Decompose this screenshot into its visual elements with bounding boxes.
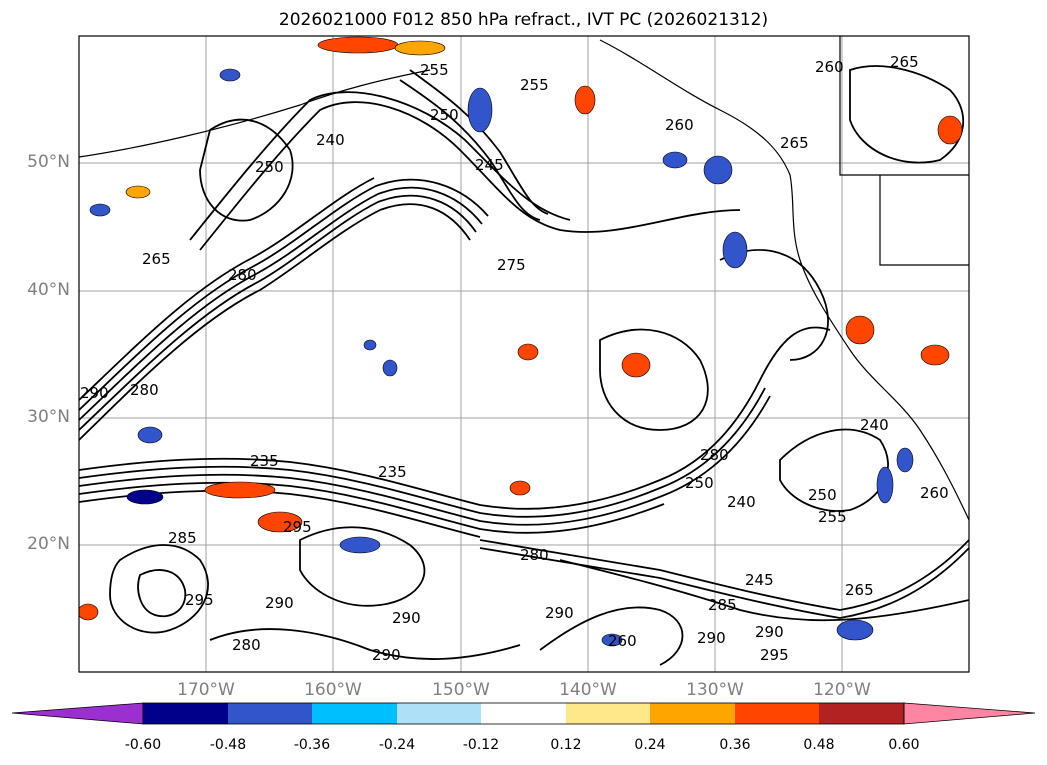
- contour-label: 250: [255, 158, 284, 176]
- contour-label: 255: [818, 508, 847, 526]
- lat-label: 20°N: [27, 534, 70, 554]
- contour-label: 245: [745, 571, 774, 589]
- contour-label: 240: [316, 131, 345, 149]
- colorbar-left-arrow: [11, 702, 144, 725]
- contour-label: 290: [265, 594, 294, 612]
- colorbar: [11, 702, 1036, 725]
- contour-label: 290: [545, 604, 574, 622]
- contour-label: 240: [860, 416, 889, 434]
- colorbar-tick-label: -0.60: [124, 737, 162, 753]
- contour-label: 295: [283, 518, 312, 536]
- colorbar-segment: [735, 703, 819, 724]
- colorbar-tick-label: 0.60: [888, 737, 920, 753]
- colorbar-segment: [143, 703, 228, 724]
- contour-label: 250: [430, 106, 459, 124]
- contour-label: 280: [228, 266, 257, 284]
- contour-label: 260: [815, 58, 844, 76]
- contour-label: 255: [420, 61, 449, 79]
- refractivity-contours: [79, 65, 969, 666]
- colorbar-tick-label: 0.48: [803, 737, 835, 753]
- contour-label: 265: [142, 250, 171, 268]
- map-title: 2026021000 F012 850 hPa refract., IVT PC…: [278, 10, 769, 30]
- colorbar-tick-label: 0.36: [719, 737, 751, 753]
- colorbar-segment: [481, 703, 566, 724]
- graticule: [79, 36, 969, 672]
- map-plot-area: 255 265 260 250 240 255 260 250 245 275 …: [79, 36, 969, 672]
- lon-label: 120°W: [813, 680, 871, 700]
- colorbar-tick-label: 0.24: [634, 737, 666, 753]
- contour-label: 275: [497, 256, 526, 274]
- colorbar-segment: [312, 703, 397, 724]
- contour-label: 235: [250, 452, 279, 470]
- contour-label: 265: [845, 581, 874, 599]
- contour-label: 250: [685, 474, 714, 492]
- contour-label: 250: [808, 486, 837, 504]
- colorbar-segment: [819, 703, 904, 724]
- colorbar-segment: [650, 703, 735, 724]
- ivt-pc-shading: [79, 36, 963, 647]
- contour-label: 260: [920, 484, 949, 502]
- contour-label: 260: [665, 116, 694, 134]
- colorbar-tick-label: -0.12: [462, 737, 500, 753]
- contour-label: 290: [80, 384, 109, 402]
- contour-label: 290: [372, 646, 401, 664]
- lon-label: 150°W: [432, 680, 490, 700]
- colorbar-segment: [397, 703, 481, 724]
- lat-label: 40°N: [27, 280, 70, 300]
- contour-label: 265: [780, 134, 809, 152]
- plot-frame: [78, 35, 970, 673]
- lat-label: 50°N: [27, 152, 70, 172]
- colorbar-right-arrow: [903, 702, 1036, 725]
- contour-label: 285: [708, 596, 737, 614]
- lon-label: 130°W: [686, 680, 744, 700]
- contour-label: 245: [475, 156, 504, 174]
- contour-label: 280: [520, 546, 549, 564]
- contour-label: 285: [168, 529, 197, 547]
- contour-label: 280: [130, 381, 159, 399]
- contour-label: 290: [755, 623, 784, 641]
- lon-label: 170°W: [177, 680, 235, 700]
- lon-label: 140°W: [559, 680, 617, 700]
- contour-label: 295: [760, 646, 789, 664]
- contour-label: 295: [185, 591, 214, 609]
- coastlines: [79, 36, 969, 521]
- colorbar-tick-label: 0.12: [550, 737, 582, 753]
- contour-label: 265: [890, 53, 919, 71]
- colorbar-tick-label: -0.48: [209, 737, 247, 753]
- contour-label: 290: [392, 609, 421, 627]
- colorbar-segment: [228, 703, 312, 724]
- contour-label: 280: [232, 636, 261, 654]
- contour-label: 235: [378, 463, 407, 481]
- contour-label: 290: [697, 629, 726, 647]
- lon-label: 160°W: [304, 680, 362, 700]
- colorbar-segment: [566, 703, 650, 724]
- contour-label: 240: [727, 493, 756, 511]
- colorbar-tick-label: -0.36: [293, 737, 331, 753]
- contour-labels: 255 265 260 250 240 255 260 250 245 275 …: [80, 53, 949, 664]
- contour-label: 280: [700, 446, 729, 464]
- lat-label: 30°N: [27, 407, 70, 427]
- contour-label: 255: [520, 76, 549, 94]
- colorbar-tick-label: -0.24: [378, 737, 416, 753]
- contour-label: 260: [608, 632, 637, 650]
